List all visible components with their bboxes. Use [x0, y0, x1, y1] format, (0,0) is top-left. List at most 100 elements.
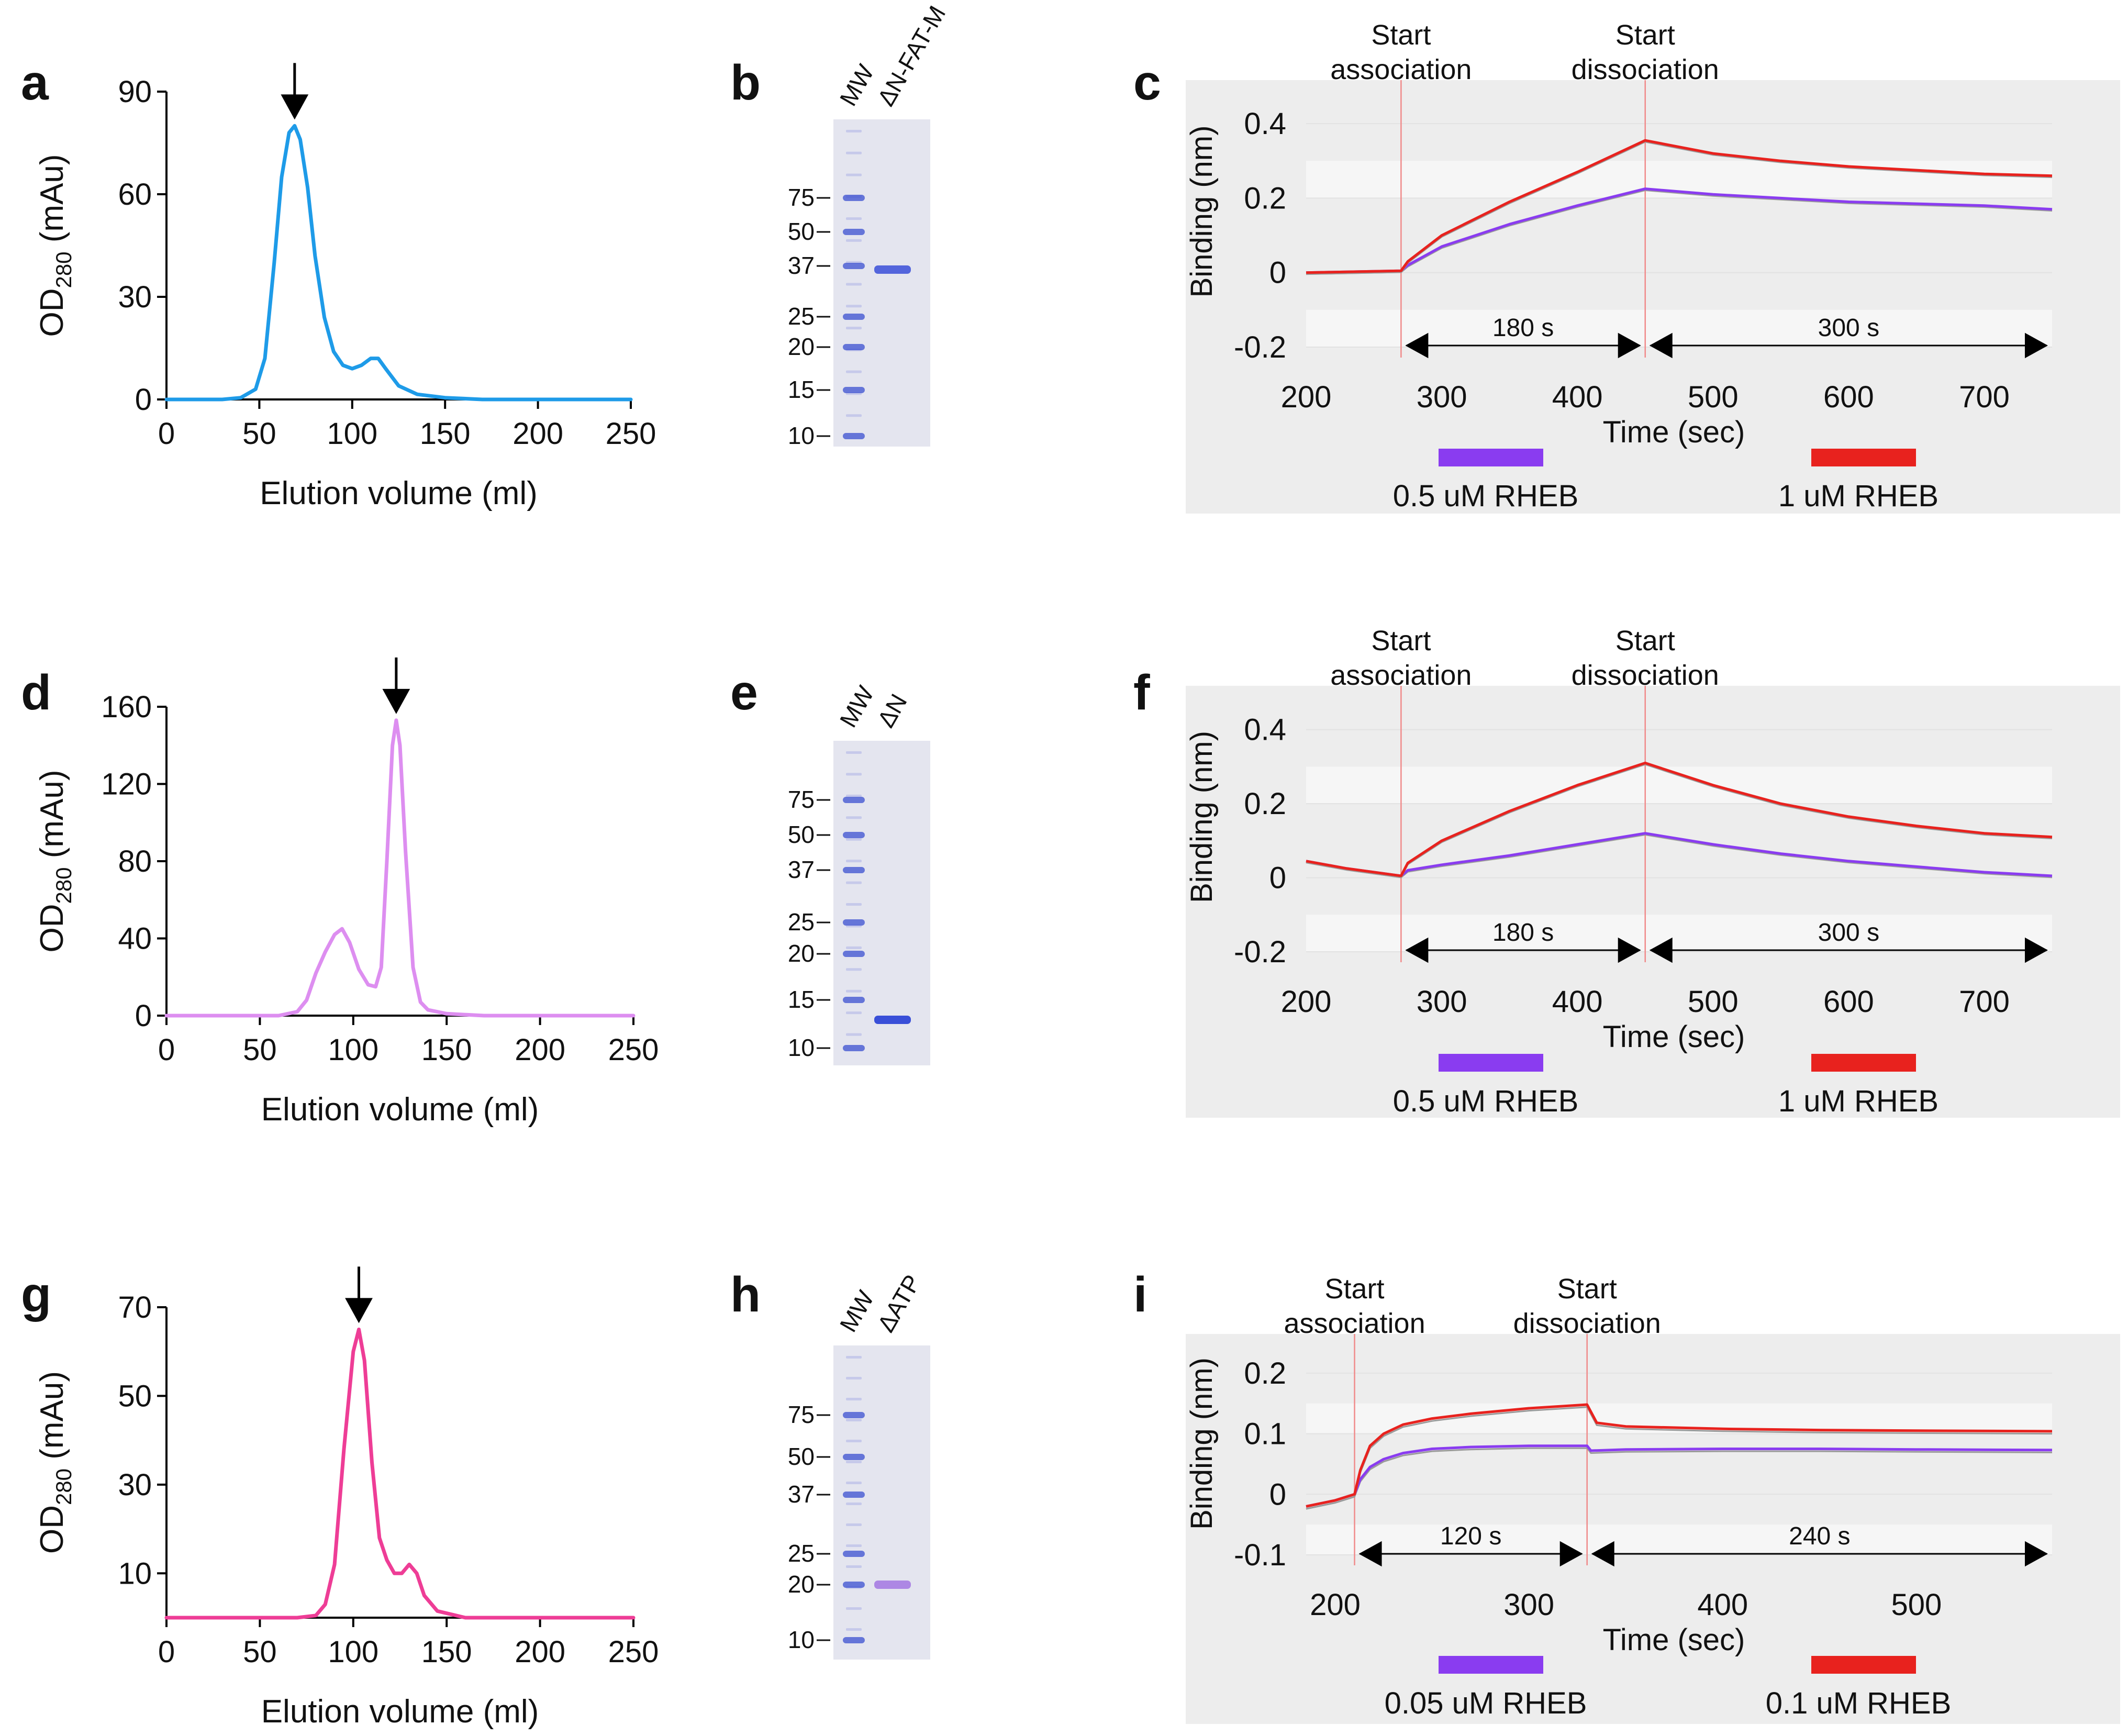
x-tick-label: 300: [1417, 985, 1467, 1019]
ladder-smear: [846, 1419, 862, 1421]
legend-swatch: [1439, 449, 1543, 466]
interval-2-left-arrow-icon: [1649, 937, 1673, 963]
x-tick-label: 100: [328, 1033, 378, 1067]
association-label-line1: Start: [1325, 1273, 1385, 1305]
legend-swatch: [1811, 1054, 1916, 1072]
y-tick-label: 0.4: [1244, 107, 1286, 141]
x-tick-label: 200: [1281, 985, 1332, 1019]
ladder-smear: [846, 1356, 862, 1359]
ladder-smear: [846, 751, 862, 754]
x-tick-label: 0: [158, 1033, 175, 1067]
y-tick-label: 0.2: [1244, 181, 1286, 215]
x-tick-label: 500: [1688, 985, 1739, 1019]
panel-letter-e: e: [730, 665, 758, 720]
plot-band: [1306, 1403, 2052, 1434]
ladder-smear: [846, 283, 862, 286]
interval-1-right-arrow-icon: [1618, 937, 1641, 963]
x-axis-label: Time (sec): [1603, 1623, 1745, 1657]
ladder-smear: [846, 903, 862, 906]
y-tick-label: 0: [135, 383, 152, 417]
gel-background: [833, 741, 930, 1065]
mw-ladder-band: [843, 433, 865, 439]
plot-band: [1306, 915, 2052, 952]
x-tick-label: 250: [608, 1635, 659, 1669]
mw-marker-label: 50: [788, 821, 815, 848]
y-label-unit: (mAu): [34, 154, 70, 251]
y-tick-label: 0.2: [1244, 1356, 1286, 1390]
ladder-smear: [846, 881, 862, 884]
interval-1-label: 180 s: [1492, 314, 1554, 342]
x-tick-label: 250: [608, 1033, 659, 1067]
mw-marker-label: 50: [788, 218, 815, 245]
ladder-smear: [846, 1607, 862, 1610]
mw-ladder-band: [843, 229, 865, 235]
x-tick-label: 200: [512, 417, 563, 451]
interval-2-right-arrow-icon: [2025, 1541, 2048, 1567]
mw-ladder-band: [843, 1637, 865, 1643]
interval-2-label: 300 s: [1818, 919, 1879, 947]
ladder-smear: [846, 348, 862, 351]
sample-band: [874, 265, 911, 274]
bli-panel-background: [1186, 80, 2120, 514]
legend-swatch: [1439, 1054, 1543, 1072]
x-axis-label: Elution volume (ml): [260, 475, 538, 511]
bli-chart-c: -0.2 0 0.2 0.4 200 300 400 500 600 700 Time (sec) B…: [1185, 19, 2120, 514]
interval-2-right-arrow-icon: [2025, 332, 2048, 359]
mw-marker-label: 15: [788, 376, 815, 403]
interval-2-label: 300 s: [1818, 314, 1879, 342]
dissociation-label-line2: dissociation: [1572, 54, 1719, 85]
legend-swatch: [1811, 449, 1916, 466]
interval-2-label: 240 s: [1789, 1522, 1850, 1550]
ladder-smear: [846, 1628, 862, 1631]
mw-ladder-band: [843, 1412, 865, 1418]
mw-marker-label: 25: [788, 303, 815, 330]
mw-ladder-band: [843, 797, 865, 803]
y-tick-label: 120: [101, 767, 152, 802]
x-axis-label: Time (sec): [1603, 415, 1745, 449]
legend-label: 1 uM RHEB: [1778, 479, 1938, 513]
panel-letter-c: c: [1133, 55, 1161, 110]
y-tick-label: 0.4: [1244, 713, 1286, 747]
interval-1-label: 120 s: [1440, 1522, 1501, 1550]
interval-1-left-arrow-icon: [1405, 937, 1429, 963]
mw-ladder-band: [843, 997, 865, 1003]
legend-swatch: [1811, 1656, 1916, 1674]
x-tick-label: 600: [1823, 985, 1874, 1019]
peak-arrow-icon: [382, 688, 410, 714]
bli-chart-f: -0.2 0 0.2 0.4 200 300 400 500 600 700 Time (sec) B…: [1185, 625, 2120, 1118]
mw-marker-label: 37: [788, 856, 815, 883]
ladder-smear: [846, 1544, 862, 1547]
bli-chart-i: -0.1 0 0.1 0.2 200 300 400 500 Time (sec) Binding…: [1185, 1273, 2120, 1724]
bli-panel-background: [1186, 686, 2120, 1118]
mw-marker-label: 25: [788, 908, 815, 936]
low-concentration-trace-line: [1306, 187, 2053, 274]
x-tick-label: 300: [1417, 380, 1467, 414]
y-label-main: OD: [34, 1505, 70, 1554]
mw-ladder-band: [843, 1551, 865, 1557]
legend-label: 1 uM RHEB: [1778, 1084, 1938, 1118]
y-tick-label: -0.2: [1234, 330, 1286, 364]
panel-letter-b: b: [730, 55, 761, 110]
x-axis-label: Elution volume (ml): [261, 1092, 539, 1128]
peak-arrow-icon: [281, 94, 309, 120]
interval-2-left-arrow-icon: [1649, 332, 1673, 359]
ladder-smear: [846, 305, 862, 308]
sec-chart-a: 0 50 100 150 200 250 0 30 60 90 Elution volume (ml…: [34, 63, 656, 511]
sample-band: [874, 1581, 911, 1589]
x-tick-label: 400: [1552, 380, 1603, 414]
association-label-line2: association: [1330, 54, 1472, 85]
y-tick-label: 10: [118, 1556, 152, 1590]
x-tick-label: 500: [1891, 1588, 1942, 1622]
mw-ladder-band: [843, 344, 865, 350]
y-tick-label: 0: [1269, 1477, 1286, 1511]
mw-marker-label: 20: [788, 940, 815, 967]
x-tick-label: 400: [1552, 985, 1603, 1019]
ladder-smear: [846, 151, 862, 154]
ladder-smear: [846, 261, 862, 264]
gel-lane-label: ΔATP: [872, 1270, 926, 1337]
y-label-main: OD: [34, 904, 70, 953]
y-tick-label: 0: [135, 999, 152, 1033]
ladder-smear: [846, 1398, 862, 1400]
mw-ladder-band: [843, 195, 865, 201]
interval-1-left-arrow-icon: [1358, 1541, 1382, 1567]
